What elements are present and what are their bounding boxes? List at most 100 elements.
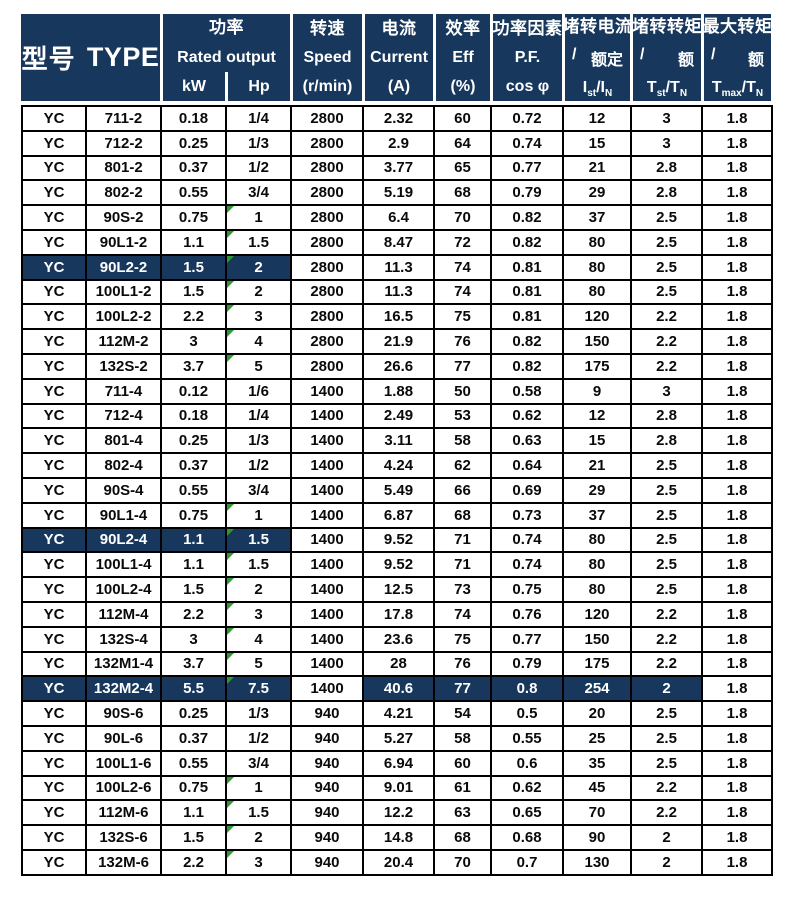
tmax-tn-cell: 1.8 [703,429,773,455]
type-prefix-cell: YC [23,404,87,430]
kw-cell: 3.7 [162,354,227,380]
model-cell: 112M-4 [87,602,162,628]
ist-in-cell: 45 [564,776,632,802]
hp-cell: 1 [227,503,292,529]
eff-cell: 77 [435,354,492,380]
pf-cell: 0.81 [492,280,564,306]
speed-cell: 2800 [292,230,364,256]
speed-cell: 1400 [292,528,364,554]
tst-tn-cell: 2.5 [632,503,703,529]
model-cell: 132M1-4 [87,652,162,678]
eff-cell: 75 [435,305,492,331]
ist-in-cell: 21 [564,156,632,182]
ist-in-cell: 15 [564,131,632,157]
ist-in-cell: 35 [564,751,632,777]
kw-cell: 0.37 [162,726,227,752]
tst-tn-cell: 2.5 [632,726,703,752]
current-cell: 9.01 [364,776,435,802]
speed-cell: 1400 [292,602,364,628]
kw-cell: 0.18 [162,404,227,430]
type-prefix-cell: YC [23,627,87,653]
hp-cell: 3 [227,602,292,628]
eff-cell: 62 [435,454,492,479]
type-prefix-cell: YC [23,107,87,132]
current-cell: 26.6 [364,354,435,380]
ist-in-cell: 90 [564,826,632,851]
pf-cell: 0.73 [492,503,564,529]
speed-cell: 1400 [292,454,364,479]
pf-cell: 0.81 [492,255,564,281]
header-max-torque: 最大转矩 / 额 Tmax/TN [701,14,771,101]
hp-cell: 1/4 [227,404,292,430]
eff-cell: 71 [435,528,492,554]
current-cell: 23.6 [364,627,435,653]
tmax-tn-cell: 1.8 [703,503,773,529]
speed-cell: 2800 [292,280,364,306]
kw-cell: 1.5 [162,280,227,306]
speed-cell: 940 [292,702,364,727]
pf-cell: 0.68 [492,826,564,851]
ist-in-cell: 20 [564,702,632,727]
motor-spec-table: 型号 TYPE 功率 Rated output kW Hp 转速 Speed (… [21,14,773,876]
ist-in-cell: 29 [564,478,632,504]
header-speed: 转速 Speed (r/min) [290,14,362,101]
header-type-en: TYPE [86,42,160,72]
tmax-tn-cell: 1.8 [703,206,773,231]
eff-cell: 77 [435,677,492,703]
hp-cell: 1.5 [227,230,292,256]
current-cell: 40.6 [364,677,435,703]
speed-cell: 2800 [292,107,364,132]
tmax-tn-cell: 1.8 [703,379,773,405]
hp-cell: 1/3 [227,429,292,455]
tst-tn-cell: 2.5 [632,454,703,479]
model-cell: 712-4 [87,404,162,430]
type-prefix-cell: YC [23,206,87,231]
speed-cell: 1400 [292,578,364,603]
ist-in-cell: 175 [564,652,632,678]
kw-cell: 2.2 [162,305,227,331]
model-cell: 712-2 [87,131,162,157]
tmax-tn-cell: 1.8 [703,478,773,504]
model-cell: 711-2 [87,107,162,132]
header-efficiency: 效率 Eff (%) [433,14,490,101]
pf-cell: 0.65 [492,801,564,827]
speed-cell: 2800 [292,305,364,331]
ist-in-cell: 254 [564,677,632,703]
eff-cell: 50 [435,379,492,405]
speed-cell: 2800 [292,131,364,157]
pf-cell: 0.62 [492,404,564,430]
type-prefix-cell: YC [23,503,87,529]
current-cell: 6.4 [364,206,435,231]
ist-in-cell: 12 [564,107,632,132]
tst-tn-cell: 3 [632,379,703,405]
type-prefix-cell: YC [23,652,87,678]
tst-tn-cell: 2.5 [632,478,703,504]
tmax-tn-cell: 1.8 [703,726,773,752]
eff-cell: 75 [435,627,492,653]
header-locked-rotor-current-mid: / 额定 [572,46,623,70]
header-max-torque-mid: / 额 [711,46,764,70]
pf-cell: 0.82 [492,354,564,380]
pf-cell: 0.77 [492,156,564,182]
eff-cell: 66 [435,478,492,504]
kw-cell: 1.1 [162,528,227,554]
pf-cell: 0.79 [492,652,564,678]
ist-in-cell: 150 [564,330,632,355]
ist-in-cell: 21 [564,454,632,479]
pf-cell: 0.72 [492,107,564,132]
kw-cell: 0.25 [162,702,227,727]
speed-cell: 1400 [292,478,364,504]
pf-cell: 0.81 [492,305,564,331]
tst-tn-cell: 2.5 [632,206,703,231]
model-cell: 90L1-2 [87,230,162,256]
current-cell: 11.3 [364,280,435,306]
current-cell: 5.19 [364,181,435,207]
tst-tn-cell: 2.2 [632,776,703,802]
pf-cell: 0.55 [492,726,564,752]
current-cell: 6.94 [364,751,435,777]
header-type-zh: 型号 [21,44,76,74]
model-cell: 132S-6 [87,826,162,851]
header-rated-output-zh: 功率 [209,18,244,38]
tmax-tn-cell: 1.8 [703,280,773,306]
model-cell: 90L-6 [87,726,162,752]
